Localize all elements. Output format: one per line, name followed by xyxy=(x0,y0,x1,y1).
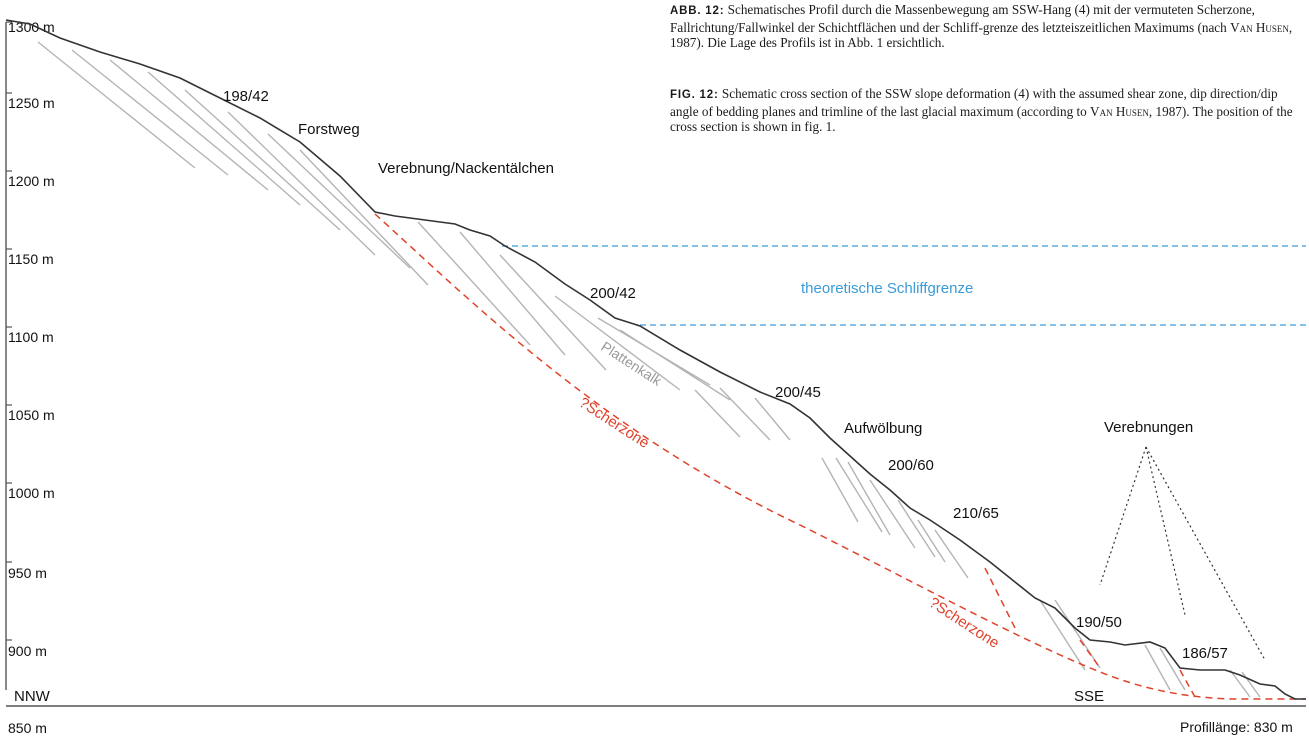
caption-english-tag: FIG. 12: xyxy=(670,89,719,101)
terrain-surface xyxy=(5,19,1306,700)
y-tick-850: 850 m xyxy=(8,720,47,736)
shear-zone xyxy=(374,213,1306,700)
y-tick-marks xyxy=(6,21,12,641)
y-tick-1250: 1250 m xyxy=(8,95,55,111)
y-tick-900: 900 m xyxy=(8,643,47,659)
profile-length-label: Profillänge: 830 m xyxy=(1180,719,1293,735)
y-tick-1100: 1100 m xyxy=(8,329,54,345)
verebnungen-label: Verebnungen xyxy=(1104,419,1193,436)
scherzone-label-upper: ?Scherzone xyxy=(576,394,652,452)
verebnungen-pointers xyxy=(1099,446,1266,661)
nnw-label: NNW xyxy=(14,688,51,705)
dip-label-198-42: 198/42 xyxy=(223,88,269,105)
forstweg-label: Forstweg xyxy=(298,121,360,138)
shear-zone-branch-1 xyxy=(984,567,1016,629)
caption-english-author: Van Husen xyxy=(1090,103,1149,119)
caption-german-author: Van Husen xyxy=(1230,19,1289,35)
plattenkalk-label: Plattenkalk xyxy=(598,338,665,389)
sse-label: SSE xyxy=(1074,688,1104,705)
trimline-label: theoretische Schliffgrenze xyxy=(801,280,973,297)
dip-label-200-42: 200/42 xyxy=(590,285,636,302)
shear-zone-branch-2 xyxy=(1079,639,1101,669)
caption-german-text: Schematisches Profil durch die Massenbew… xyxy=(670,2,1255,35)
aufwoelbung-label: Aufwölbung xyxy=(844,420,922,437)
scherzone-label-lower: ?Scherzone xyxy=(926,594,1002,652)
y-tick-1200: 1200 m xyxy=(8,173,55,189)
dip-label-200-45: 200/45 xyxy=(775,384,821,401)
caption-english-text-end: , 1987). The position of the cross secti… xyxy=(670,103,1293,135)
dip-label-190-50: 190/50 xyxy=(1076,614,1122,631)
caption-german-tag: ABB. 12: xyxy=(670,5,725,17)
dip-label-210-65: 210/65 xyxy=(953,505,999,522)
caption-german: ABB. 12: Schematisches Profil durch die … xyxy=(670,2,1300,51)
y-tick-1150: 1150 m xyxy=(8,251,54,267)
caption-english-text: Schematic cross section of the SSW slope… xyxy=(670,86,1278,119)
bedding-planes xyxy=(37,41,1261,698)
dip-label-186-57: 186/57 xyxy=(1182,645,1228,662)
y-tick-1050: 1050 m xyxy=(8,407,55,423)
y-tick-950: 950 m xyxy=(8,565,47,581)
verebnung-label: Verebnung/Nackentälchen xyxy=(378,160,554,177)
y-tick-1000: 1000 m xyxy=(8,485,55,501)
shear-zone-branch-3 xyxy=(1179,669,1196,698)
dip-label-200-60: 200/60 xyxy=(888,457,934,474)
caption-german-text-end: , 1987). Die Lage des Profils ist in Abb… xyxy=(670,19,1293,51)
caption-english: FIG. 12: Schematic cross section of the … xyxy=(670,86,1300,135)
